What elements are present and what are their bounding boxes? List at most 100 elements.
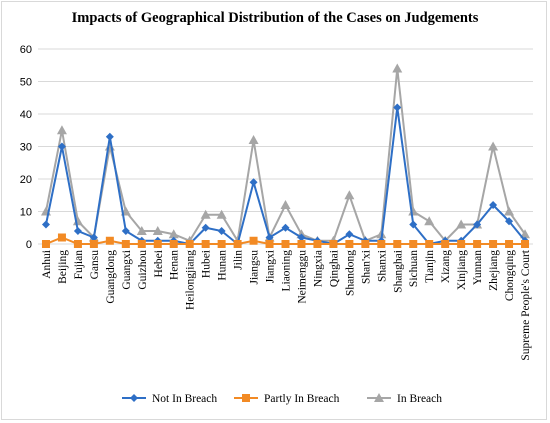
data-point <box>121 227 130 235</box>
data-point <box>200 209 211 219</box>
x-tick-label: Hunan <box>217 250 229 281</box>
data-point <box>105 132 114 141</box>
data-point <box>457 240 466 248</box>
series-partly-in-breach <box>41 233 530 248</box>
data-point <box>345 240 354 248</box>
data-point <box>505 240 514 248</box>
legend-marker <box>242 394 250 402</box>
data-point <box>409 240 418 248</box>
data-point <box>57 233 66 242</box>
data-point <box>152 226 163 235</box>
x-tick-label: Zhejiang <box>488 250 500 291</box>
data-point <box>41 240 50 248</box>
x-tick-label: Neimenggu <box>296 250 308 304</box>
x-tick-label: Jiangxi <box>265 250 277 283</box>
x-tick-label: Xizang <box>440 250 452 283</box>
x-tick-label: Beijing <box>57 250 69 284</box>
gridlines <box>38 48 533 245</box>
y-tick-label: 50 <box>20 77 32 89</box>
y-tick-label: 60 <box>20 44 32 56</box>
series-line <box>45 68 526 244</box>
data-point <box>345 230 354 239</box>
data-point <box>233 240 242 248</box>
x-tick-label: Guizhou <box>137 250 149 290</box>
data-point <box>424 216 435 226</box>
x-tick-label: Shanxi <box>376 250 388 282</box>
series-in-breach <box>40 63 531 245</box>
data-point <box>425 240 434 248</box>
data-point <box>249 178 258 187</box>
x-tick-label: Ningxia <box>312 250 324 287</box>
data-point <box>473 240 482 248</box>
data-point <box>488 141 499 151</box>
data-point <box>136 226 147 235</box>
data-point <box>249 236 258 245</box>
data-point <box>361 240 370 248</box>
data-point <box>89 240 98 248</box>
y-tick-label: 10 <box>20 207 32 219</box>
series-lines <box>40 63 531 248</box>
data-point <box>153 240 162 248</box>
x-tick-label: Hubei <box>201 250 213 278</box>
data-point <box>441 240 450 248</box>
data-point <box>281 240 290 248</box>
series-not-in-breach <box>41 103 530 248</box>
legend-item: Partly In Breach <box>234 393 340 405</box>
x-tick-label: Tianjin <box>424 250 436 283</box>
x-tick-label: Guangxi <box>121 250 133 290</box>
data-point <box>41 220 50 229</box>
legend-label: In Breach <box>397 393 442 405</box>
data-point <box>393 240 402 248</box>
y-tick-label: 20 <box>20 174 32 186</box>
legend-marker <box>130 394 138 402</box>
data-point <box>169 240 178 248</box>
data-point <box>392 63 403 73</box>
chart-title: Impacts of Geographical Distribution of … <box>71 10 479 26</box>
x-tick-label: Sichuan <box>408 250 420 287</box>
legend-label: Partly In Breach <box>264 393 340 405</box>
data-point <box>121 240 130 248</box>
x-axis-category-labels: Anhui Beijing Fujian Gansu Guangdong Guangxi G… <box>41 249 532 360</box>
data-point <box>216 209 227 219</box>
data-point <box>57 142 66 151</box>
y-tick-label: 0 <box>26 239 32 251</box>
data-point <box>505 217 514 226</box>
x-tick-label: Fujian <box>73 250 85 280</box>
x-tick-label: Jilin <box>233 250 245 270</box>
x-tick-label: Liaoning <box>281 250 293 292</box>
data-point <box>217 227 226 235</box>
x-tick-label: Gansu <box>89 250 101 280</box>
data-point <box>201 240 210 248</box>
data-point <box>473 220 482 229</box>
legend-label: Not In Breach <box>152 393 217 405</box>
data-point <box>168 229 179 239</box>
data-point <box>265 233 274 242</box>
legend-item: In Breach <box>367 393 442 405</box>
data-point <box>313 240 322 248</box>
y-axis-ticks: 0 10 20 30 40 50 60 <box>20 44 32 251</box>
data-point <box>393 103 402 112</box>
data-point <box>456 219 467 229</box>
legend-marker <box>374 393 384 402</box>
x-tick-label: Shandong <box>344 250 356 296</box>
x-tick-label: Guangdong <box>105 250 117 304</box>
x-tick-label: Hebei <box>153 250 165 277</box>
data-point <box>409 220 418 229</box>
data-point <box>185 240 194 248</box>
data-point <box>489 201 498 209</box>
data-point <box>201 223 210 232</box>
data-point <box>248 135 259 144</box>
data-point <box>137 240 146 248</box>
data-point <box>521 240 530 248</box>
x-tick-label: Yunnan <box>472 250 484 285</box>
x-tick-label: Heilongjiang <box>185 250 197 310</box>
x-tick-label: Supreme People's Court <box>520 249 532 360</box>
data-point <box>56 125 67 135</box>
data-point <box>280 200 291 209</box>
x-tick-label: Jiangsu <box>249 250 261 285</box>
data-point <box>281 223 290 232</box>
data-point <box>217 240 226 248</box>
x-tick-label: Henan <box>169 250 181 280</box>
